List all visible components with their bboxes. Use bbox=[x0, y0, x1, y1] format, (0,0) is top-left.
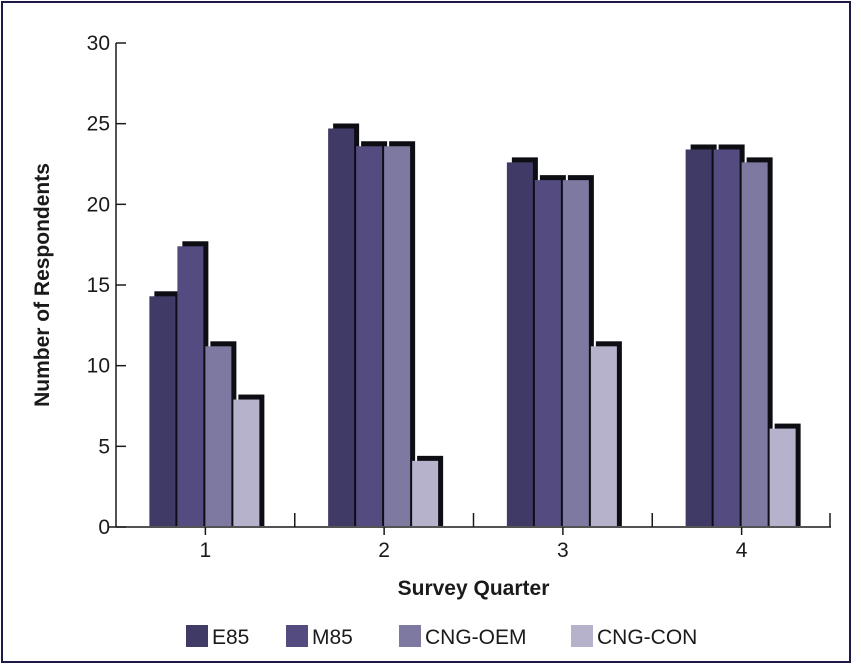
bar-m85-q1 bbox=[177, 246, 204, 526]
bars-group bbox=[149, 123, 801, 527]
bar-e85-q1 bbox=[149, 296, 176, 526]
bar-m85-q2 bbox=[356, 146, 383, 526]
y-tick-label: 25 bbox=[87, 113, 110, 136]
x-tick-label: 4 bbox=[736, 539, 748, 562]
x-ticks-group: 1 2 3 4 bbox=[200, 513, 831, 562]
y-tick-label: 30 bbox=[87, 32, 110, 55]
bar-m85-q4 bbox=[713, 149, 740, 527]
bar-e85-q3 bbox=[506, 162, 533, 527]
x-tick-label: 1 bbox=[200, 539, 212, 562]
bar-cng-con-q1 bbox=[233, 399, 260, 526]
bar-cng-oem-q4 bbox=[741, 162, 768, 527]
y-tick-label: 15 bbox=[87, 274, 110, 297]
bar-cng-oem-q2 bbox=[384, 146, 411, 526]
x-axis-title: Survey Quarter bbox=[398, 577, 550, 600]
legend: E85 M85 CNG-OEM CNG-CON bbox=[186, 625, 697, 649]
y-tick-label: 10 bbox=[87, 355, 110, 378]
bar-e85-q2 bbox=[328, 128, 355, 527]
bar-m85-q3 bbox=[534, 180, 561, 526]
legend-label-m85: M85 bbox=[312, 626, 353, 649]
legend-swatch-m85 bbox=[286, 625, 308, 647]
y-tick-label: 5 bbox=[98, 435, 110, 458]
y-tick-label: 20 bbox=[87, 193, 110, 216]
legend-swatch-cng-oem bbox=[399, 625, 421, 647]
bar-cng-oem-q1 bbox=[205, 346, 232, 526]
bar-e85-q4 bbox=[685, 149, 712, 527]
x-tick-label: 2 bbox=[378, 539, 390, 562]
legend-swatch-e85 bbox=[186, 625, 208, 647]
legend-label-cng-con: CNG-CON bbox=[597, 626, 697, 649]
bar-cng-con-q3 bbox=[590, 346, 617, 526]
bar-cng-con-q4 bbox=[769, 428, 796, 526]
legend-swatch-cng-con bbox=[571, 625, 593, 647]
y-axis-title: Number of Respondents bbox=[31, 163, 54, 407]
y-ticks-group: 0 5 10 15 20 25 30 bbox=[87, 32, 126, 539]
legend-label-e85: E85 bbox=[212, 626, 249, 649]
bar-cng-oem-q3 bbox=[562, 180, 589, 526]
y-tick-label: 0 bbox=[98, 516, 110, 539]
x-tick-label: 3 bbox=[557, 539, 569, 562]
bar-cng-con-q2 bbox=[412, 460, 439, 526]
legend-label-cng-oem: CNG-OEM bbox=[425, 626, 527, 649]
